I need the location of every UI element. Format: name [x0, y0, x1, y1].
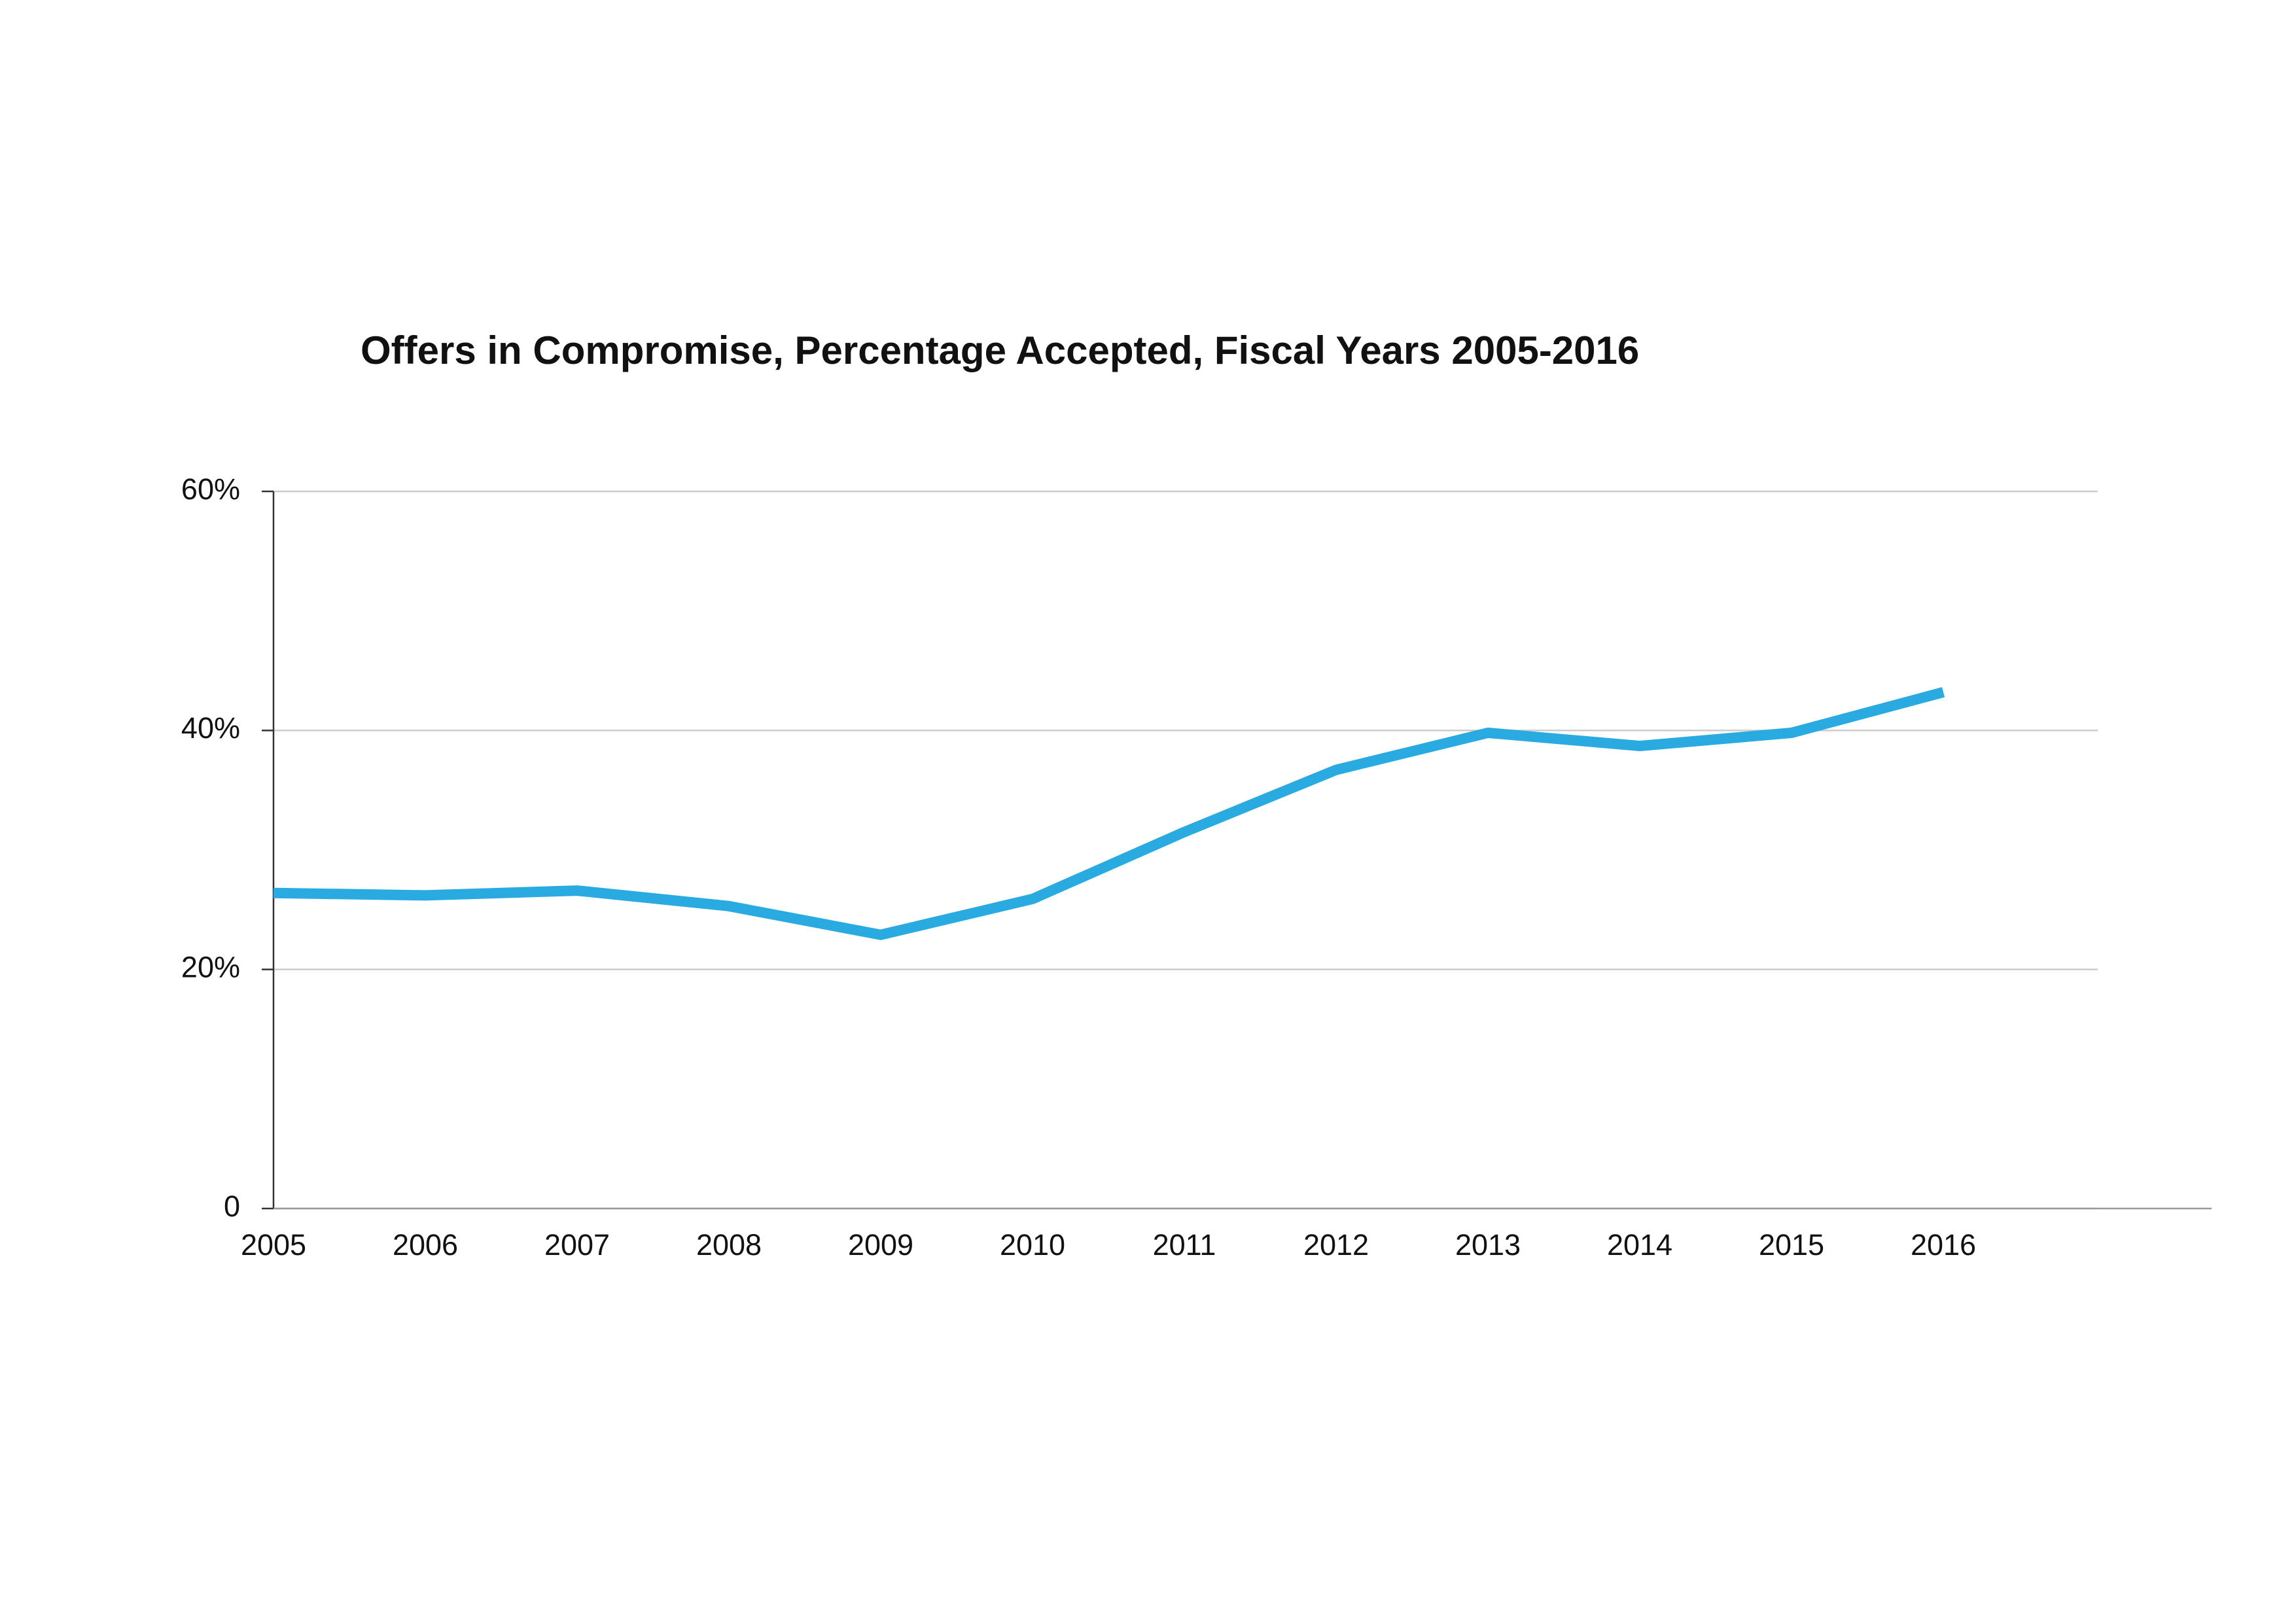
y-tick-label: 0 [224, 1190, 240, 1223]
x-tick-label: 2012 [1303, 1228, 1369, 1262]
y-tick-label: 20% [181, 951, 240, 984]
x-tick-label: 2011 [1153, 1228, 1216, 1262]
x-tick-label: 2014 [1607, 1228, 1672, 1262]
x-tick-label: 2007 [544, 1228, 610, 1262]
x-tick-label: 2010 [1000, 1228, 1065, 1262]
y-tick-label: 40% [181, 711, 240, 745]
x-tick-label: 2015 [1759, 1228, 1824, 1262]
y-tick-label: 60% [181, 472, 240, 506]
x-tick-label: 2016 [1911, 1228, 1976, 1262]
x-tick-label: 2008 [696, 1228, 762, 1262]
x-tick-label: 2006 [393, 1228, 458, 1262]
x-tick-label: 2009 [848, 1228, 913, 1262]
x-tick-label: 2013 [1455, 1228, 1521, 1262]
data-line [273, 687, 1945, 940]
chart-title: Offers in Compromise, Percentage Accepte… [361, 328, 1639, 372]
x-tick-label: 2005 [241, 1228, 306, 1262]
